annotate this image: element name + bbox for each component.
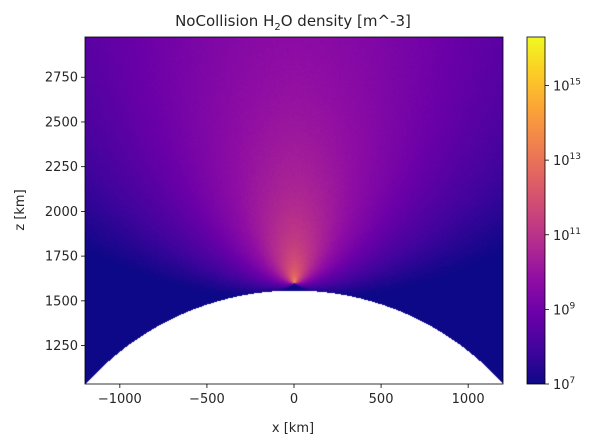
colorbar-tick-label: 107 (553, 376, 575, 393)
colorbar-tick-label: 109 (553, 301, 576, 318)
x-tick-label: −1000 (98, 392, 142, 407)
y-tick-label: 2250 (45, 160, 78, 175)
y-tick-label: 1500 (45, 294, 78, 309)
colorbar-tick-label: 1013 (553, 152, 581, 169)
x-tick-label: 500 (369, 392, 394, 407)
y-tick-label: 2000 (45, 205, 78, 220)
y-tick-label: 1750 (45, 250, 78, 265)
y-axis-label: z [km] (13, 189, 28, 230)
y-tick-label: 1250 (45, 339, 78, 354)
colorbar-ticks: 107 109 1011 1013 1015 (545, 78, 581, 393)
density-heatmap (85, 37, 503, 384)
x-tick-label: 1000 (452, 392, 485, 407)
x-tick-label: −500 (189, 392, 225, 407)
colorbar-tick-label: 1011 (553, 227, 581, 244)
y-tick-label: 2500 (45, 115, 78, 130)
x-axis-ticks: −1000 −500 0 500 1000 (98, 384, 485, 407)
y-axis-ticks: 1250 1500 1750 2000 2250 2500 2750 (45, 71, 85, 354)
x-tick-label: 0 (290, 392, 298, 407)
colorbar-tick-label: 1015 (553, 78, 581, 95)
colorbar (526, 36, 546, 385)
chart-title: NoCollision H2O density [m^-3] (175, 12, 411, 33)
x-axis-label: x [km] (272, 421, 314, 436)
y-tick-label: 2750 (45, 71, 78, 86)
